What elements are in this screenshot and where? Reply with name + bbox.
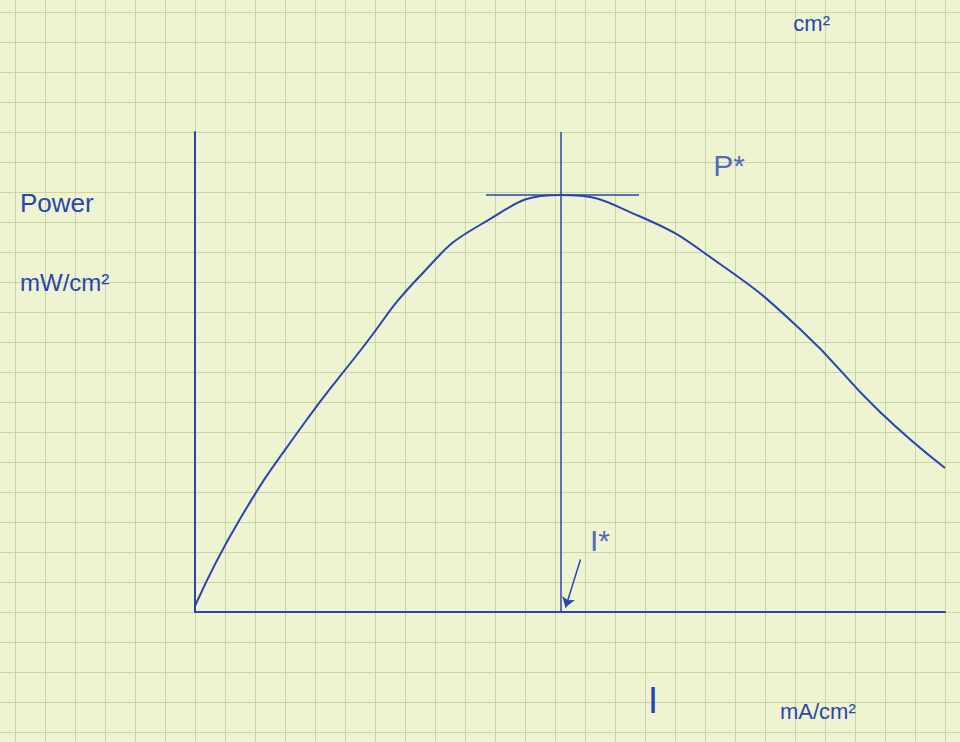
svg-text:mA/cm²: mA/cm² xyxy=(780,699,856,724)
svg-text:Power: Power xyxy=(20,188,94,218)
svg-text:cm²: cm² xyxy=(793,11,830,36)
svg-text:P*: P* xyxy=(713,149,745,182)
svg-text:I: I xyxy=(648,680,658,721)
svg-text:mW/cm²: mW/cm² xyxy=(20,269,109,296)
svg-text:I*: I* xyxy=(590,524,610,557)
